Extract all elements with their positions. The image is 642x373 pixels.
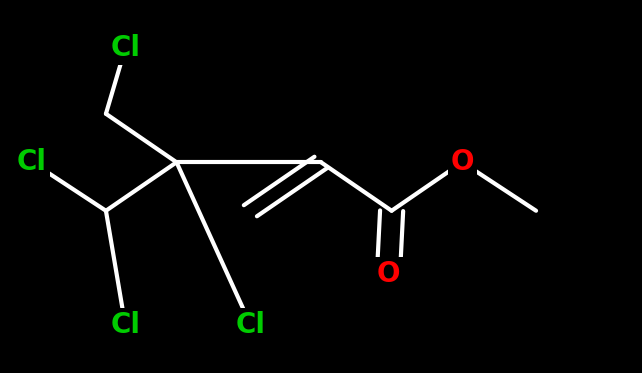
Text: Cl: Cl	[17, 148, 47, 176]
Text: Cl: Cl	[110, 310, 140, 339]
Text: O: O	[377, 260, 400, 288]
Text: Cl: Cl	[236, 310, 265, 339]
Text: O: O	[451, 148, 474, 176]
Text: Cl: Cl	[110, 34, 140, 63]
